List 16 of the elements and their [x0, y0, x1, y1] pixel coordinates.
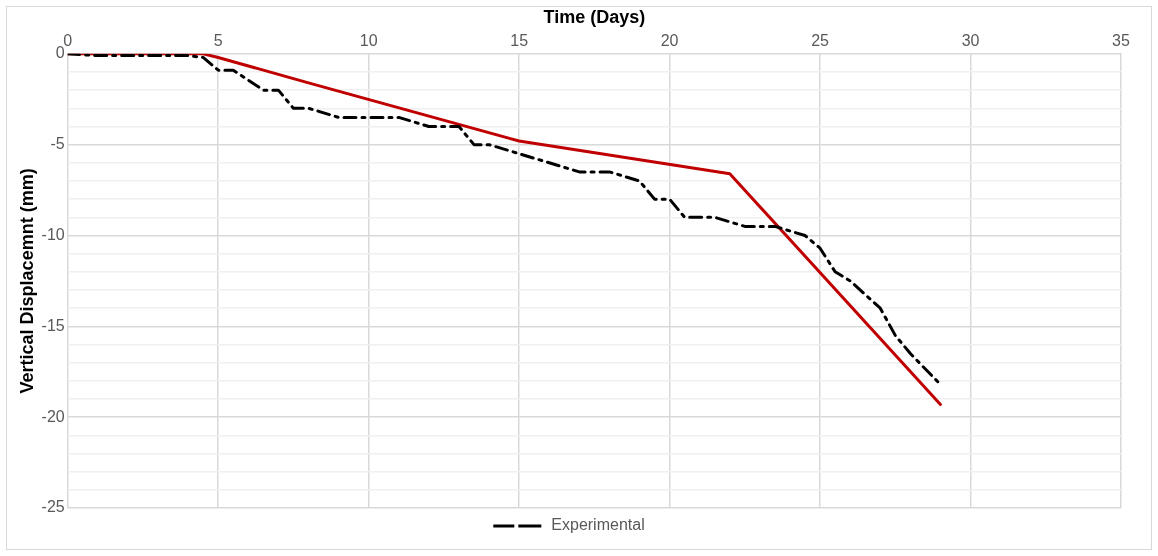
x-tick-label: 15 [510, 31, 529, 49]
x-axis-title: Time (Days) [543, 6, 646, 27]
legend-label: Experimental [551, 516, 645, 534]
x-tick-label: 10 [359, 31, 378, 49]
y-tick-label: -5 [50, 135, 65, 153]
y-axis-title: Vertical Displacemnt (mm) [16, 168, 37, 394]
y-tick-label: -25 [41, 498, 65, 516]
y-tick-label: 0 [55, 44, 65, 62]
y-tick-label: -15 [41, 316, 65, 334]
x-tick-label: 35 [1112, 31, 1130, 49]
x-tick-label: 5 [213, 31, 223, 49]
x-tick-label: 20 [660, 31, 679, 49]
y-tick-label: -10 [41, 225, 65, 243]
x-tick-label: 30 [961, 31, 980, 49]
x-tick-label: 25 [811, 31, 830, 49]
y-tick-label: -20 [41, 407, 65, 425]
